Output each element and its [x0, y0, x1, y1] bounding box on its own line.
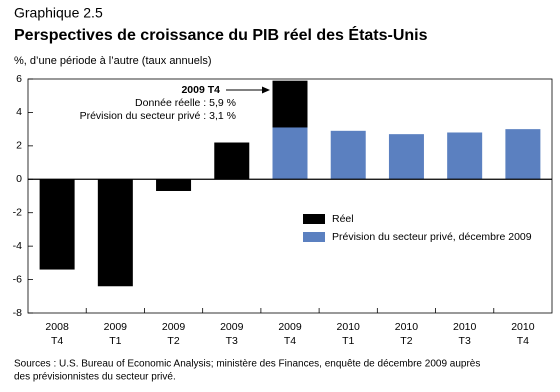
- bar: [272, 127, 308, 180]
- bar: [156, 179, 192, 191]
- x-tick-label: 2009: [278, 321, 302, 333]
- supertitle: Graphique 2.5: [14, 5, 103, 21]
- x-tick-label: T1: [342, 335, 354, 347]
- y-tick-label: -6: [13, 273, 22, 285]
- bar: [330, 130, 366, 180]
- y-tick-label: 6: [16, 73, 22, 85]
- legend-swatch: [303, 214, 325, 224]
- x-tick-label: 2010: [395, 321, 419, 333]
- bar: [39, 179, 75, 270]
- x-tick-label: 2010: [337, 321, 361, 333]
- y-tick-label: 0: [16, 173, 22, 185]
- x-tick-label: 2009: [162, 321, 186, 333]
- x-tick-label: T4: [284, 335, 296, 347]
- bar: [388, 134, 424, 180]
- legend-swatch: [303, 232, 325, 242]
- annotation-title: 2009 T4: [181, 84, 220, 96]
- x-tick-label: 2008: [45, 321, 69, 333]
- y-tick-label: 2: [16, 140, 22, 152]
- chart-title: Perspectives de croissance du PIB réel d…: [14, 25, 428, 44]
- y-tick-label: -4: [13, 240, 22, 252]
- y-tick-label: -2: [13, 206, 22, 218]
- x-tick-label: T3: [226, 335, 238, 347]
- y-tick-label: 4: [16, 106, 22, 118]
- subtitle: %, d’une période à l’autre (taux annuels…: [14, 55, 212, 67]
- x-tick-label: 2009: [104, 321, 128, 333]
- x-tick-label: T2: [400, 335, 412, 347]
- x-tick-label: T1: [109, 335, 121, 347]
- source: des prévisionnistes du secteur privé.: [14, 372, 176, 383]
- bar: [505, 129, 541, 180]
- annotation-line: Donnée réelle : 5,9 %: [135, 97, 236, 109]
- bar: [214, 142, 250, 180]
- x-tick-label: 2010: [511, 321, 535, 333]
- y-tick-label: -8: [13, 307, 22, 319]
- x-tick-label: 2009: [220, 321, 244, 333]
- x-tick-label: T3: [459, 335, 471, 347]
- x-tick-label: 2010: [453, 321, 477, 333]
- legend-label: Prévision du secteur privé, décembre 200…: [332, 231, 532, 243]
- x-tick-label: T2: [167, 335, 179, 347]
- bar: [447, 132, 483, 180]
- annotation-arrowhead: [262, 86, 270, 94]
- x-tick-label: T4: [51, 335, 63, 347]
- annotation-line: Prévision du secteur privé : 3,1 %: [80, 110, 236, 122]
- x-tick-label: T4: [517, 335, 529, 347]
- plot-frame: [27, 78, 553, 314]
- legend-label: Réel: [332, 213, 354, 225]
- bar: [97, 179, 133, 287]
- source: Sources : U.S. Bureau of Economic Analys…: [14, 359, 480, 370]
